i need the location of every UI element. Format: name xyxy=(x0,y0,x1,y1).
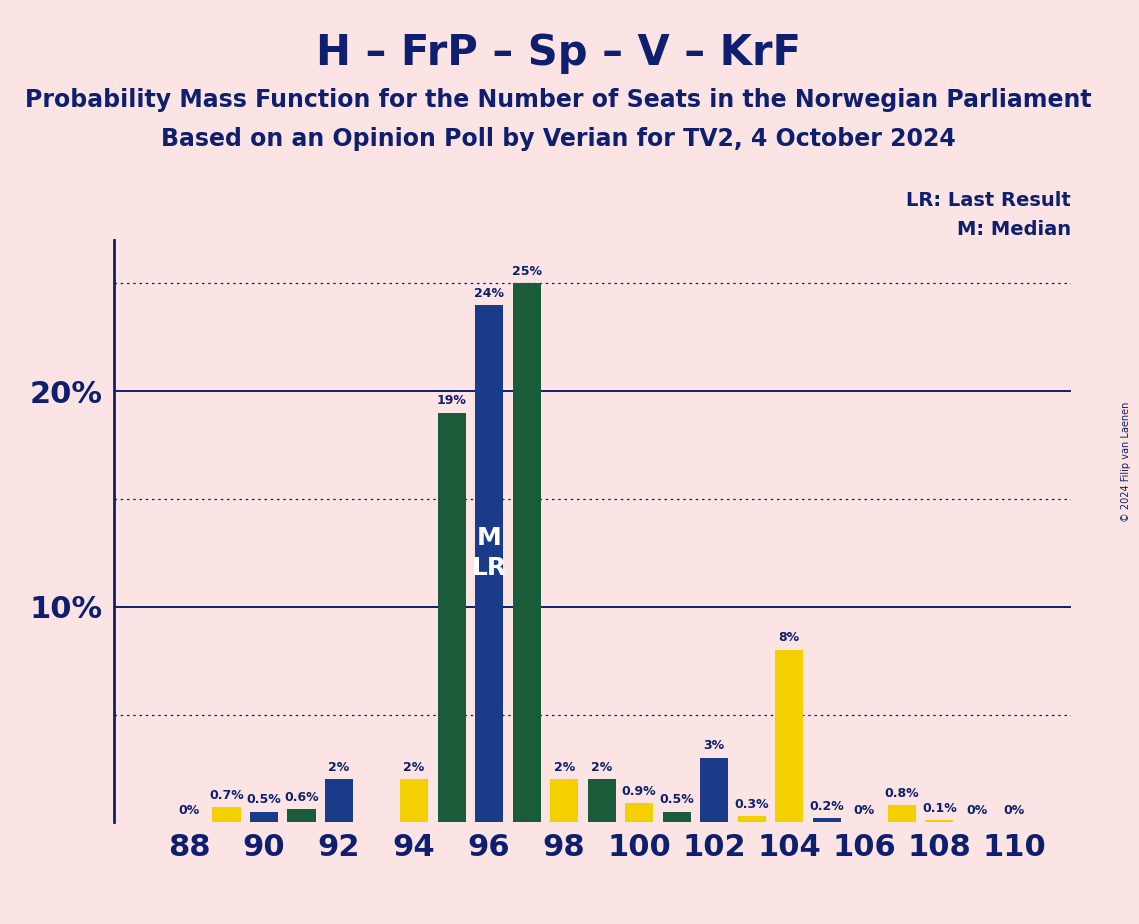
Bar xyxy=(776,650,803,822)
Text: 0.6%: 0.6% xyxy=(285,791,319,804)
Bar xyxy=(249,811,278,822)
Text: LR: Last Result: LR: Last Result xyxy=(906,190,1071,210)
Text: 2%: 2% xyxy=(554,760,575,774)
Text: Based on an Opinion Poll by Verian for TV2, 4 October 2024: Based on an Opinion Poll by Verian for T… xyxy=(161,127,956,151)
Bar xyxy=(550,779,579,822)
Text: 3%: 3% xyxy=(704,739,724,752)
Text: M
LR: M LR xyxy=(472,526,507,579)
Bar xyxy=(700,758,728,822)
Text: 0.9%: 0.9% xyxy=(622,784,656,797)
Bar xyxy=(212,808,240,822)
Text: 0.2%: 0.2% xyxy=(810,799,844,813)
Text: © 2024 Filip van Laenen: © 2024 Filip van Laenen xyxy=(1121,402,1131,522)
Text: 0%: 0% xyxy=(853,804,875,817)
Text: 25%: 25% xyxy=(511,265,542,278)
Bar xyxy=(400,779,428,822)
Bar xyxy=(513,284,541,822)
Bar xyxy=(813,818,841,822)
Bar xyxy=(287,809,316,822)
Bar xyxy=(625,803,654,822)
Text: 0.1%: 0.1% xyxy=(921,802,957,815)
Bar xyxy=(475,305,503,822)
Text: Probability Mass Function for the Number of Seats in the Norwegian Parliament: Probability Mass Function for the Number… xyxy=(25,88,1091,112)
Text: H – FrP – Sp – V – KrF: H – FrP – Sp – V – KrF xyxy=(316,32,801,74)
Bar xyxy=(738,816,765,822)
Text: 0%: 0% xyxy=(966,804,988,817)
Text: 0%: 0% xyxy=(179,804,199,817)
Text: 2%: 2% xyxy=(591,760,613,774)
Bar xyxy=(325,779,353,822)
Text: 0.5%: 0.5% xyxy=(659,793,694,806)
Text: 24%: 24% xyxy=(474,286,505,299)
Bar xyxy=(887,805,916,822)
Text: 8%: 8% xyxy=(779,631,800,645)
Text: M: Median: M: Median xyxy=(957,220,1071,239)
Text: 2%: 2% xyxy=(403,760,425,774)
Text: 0%: 0% xyxy=(1003,804,1025,817)
Text: 0.8%: 0.8% xyxy=(885,786,919,800)
Bar xyxy=(663,811,690,822)
Text: 19%: 19% xyxy=(436,395,467,407)
Bar xyxy=(925,821,953,822)
Text: 0.3%: 0.3% xyxy=(735,797,769,810)
Text: 0.5%: 0.5% xyxy=(247,793,281,806)
Bar xyxy=(437,413,466,822)
Text: 0.7%: 0.7% xyxy=(210,789,244,802)
Text: 2%: 2% xyxy=(328,760,350,774)
Bar xyxy=(588,779,616,822)
